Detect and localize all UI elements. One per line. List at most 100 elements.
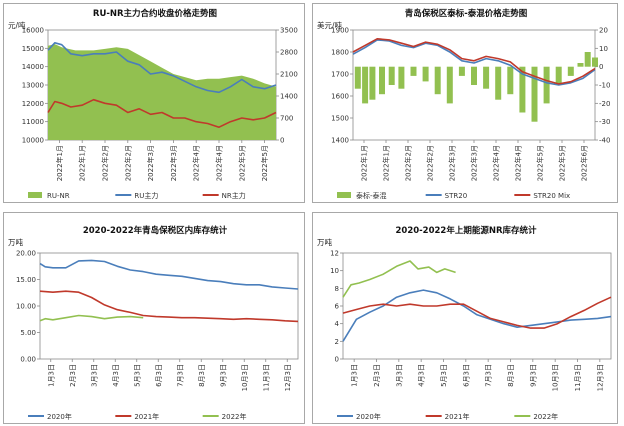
y-tick-label: 8 xyxy=(335,285,339,293)
y-tick-label: 5.00 xyxy=(20,329,36,337)
y-tick-label: 12 xyxy=(330,250,339,258)
x-tick-label: 7月3日 xyxy=(485,364,493,387)
y2-tick-label: 20 xyxy=(599,27,608,35)
y-tick-label: 1700 xyxy=(331,71,349,79)
series-bar-0-19 xyxy=(567,66,574,76)
x-tick-label: 6月3日 xyxy=(155,364,163,387)
x-tick-label: 2022年4月 xyxy=(215,145,224,181)
series-line-2 xyxy=(352,38,596,85)
x-tick-label: 3月3日 xyxy=(395,364,403,387)
y-axis-unit: 元/吨 xyxy=(8,20,26,30)
x-tick-label: 2022年4月 xyxy=(514,145,523,181)
y-axis-unit: 万吨 xyxy=(317,237,332,247)
legend-label-2: STR20 Mix xyxy=(533,192,570,200)
x-tick-label: 2022年2月 xyxy=(426,145,435,181)
y-tick-label: 20.00 xyxy=(16,250,36,258)
plot-frame xyxy=(39,252,299,360)
series-line-1 xyxy=(352,39,596,86)
y2-tick-label: 10 xyxy=(599,45,608,53)
y-tick-label: 0.00 xyxy=(20,356,36,364)
x-tick-label: 2022年5月 xyxy=(237,145,246,181)
y-tick-label: 1600 xyxy=(331,93,349,101)
x-tick-label: 2022年1月 xyxy=(78,145,87,181)
legend-label-0: 2020年 xyxy=(356,412,381,421)
series-line-1 xyxy=(39,290,299,323)
series-bar-0-11 xyxy=(471,66,477,85)
series-line-0 xyxy=(39,259,299,290)
legend-label-0: 泰标-泰混 xyxy=(356,191,387,200)
chart-title: 2020-2022年青岛保税区内库存统计 xyxy=(83,225,228,236)
x-tick-label: 2022年5月 xyxy=(260,145,269,181)
y-tick-label: 12000 xyxy=(22,100,44,108)
chart-title: 2020-2022年上期能源NR库存统计 xyxy=(395,225,537,236)
series-bar-0-1 xyxy=(362,66,369,104)
y-tick-label: 10.00 xyxy=(16,303,36,311)
legend-label-0: RU-NR xyxy=(47,192,70,200)
series-bar-0-16 xyxy=(531,66,538,122)
series-bar-0-3 xyxy=(379,66,385,95)
x-tick-label: 10月3日 xyxy=(241,364,249,391)
x-tick-label: 6月3日 xyxy=(462,364,470,387)
legend-label-1: RU主力 xyxy=(134,191,158,200)
x-tick-label: 2022年5月 xyxy=(536,145,545,181)
chart-title: 青岛保税区泰标-泰混价格走势图 xyxy=(405,8,528,19)
series-bar-0-6 xyxy=(410,66,417,76)
x-tick-label: 12月3日 xyxy=(284,364,292,391)
series-line-2 xyxy=(39,314,144,322)
series-line-0 xyxy=(342,289,612,342)
series-line-2 xyxy=(47,98,277,128)
series-bar-0-2 xyxy=(369,66,376,100)
series-bar-0-18 xyxy=(555,66,562,85)
series-bar-0-10 xyxy=(458,66,465,76)
ru-nr-price-chart-svg: RU-NR主力合约收盘价格走势图元/吨160001500014000130001… xyxy=(8,8,298,200)
x-tick-label: 2022年3月 xyxy=(146,145,155,181)
ine-nr-inventory-chart: 2020-2022年上期能源NR库存统计 万吨 12 10 8 6 4 2 0 1月3日 2月3日 3… xyxy=(312,212,618,424)
x-tick-label: 2022年2月 xyxy=(404,145,413,181)
series-line-2 xyxy=(342,260,456,298)
y2-tick-label: 3500 xyxy=(280,27,298,35)
x-tick-label: 4月3日 xyxy=(418,364,426,387)
y-tick-label: 15.00 xyxy=(16,276,36,284)
series-line-1 xyxy=(342,296,612,329)
qingdao-inventory-chart: 2020-2022年青岛保税区内库存统计 万吨 20.00 15.00 10.00 5.0… xyxy=(3,212,305,424)
series-bar-0-8 xyxy=(434,66,441,95)
series-bar-0-0 xyxy=(354,66,361,89)
x-tick-label: 2月3日 xyxy=(69,364,77,387)
series-bar-0-9 xyxy=(446,66,453,104)
x-tick-label: 2022年1月 xyxy=(55,145,64,181)
y2-tick-label: 0 xyxy=(599,63,603,71)
y-tick-label: 15000 xyxy=(22,45,44,53)
x-tick-label: 1月3日 xyxy=(351,364,359,387)
legend-label-2: NR主力 xyxy=(222,191,246,200)
x-tick-label: 2022年4月 xyxy=(192,145,201,181)
y-tick-label: 1900 xyxy=(331,27,349,35)
legend-label-0: 2020年 xyxy=(47,412,72,421)
y-tick-label: 13000 xyxy=(22,82,44,90)
legend-label-1: 2021年 xyxy=(445,412,470,421)
x-tick-label: 2月3日 xyxy=(373,364,381,387)
series-area-0 xyxy=(48,44,276,140)
y-tick-label: 2 xyxy=(335,338,339,346)
series-bar-0-22 xyxy=(592,57,598,67)
chart-title: RU-NR主力合约收盘价格走势图 xyxy=(93,8,217,19)
x-tick-label: 11月3日 xyxy=(574,364,582,391)
y-tick-label: 1400 xyxy=(331,137,349,145)
x-tick-label: 2022年2月 xyxy=(123,145,132,181)
y2-tick-label: 2800 xyxy=(280,49,298,57)
x-tick-label: 5月3日 xyxy=(133,364,141,387)
x-tick-label: 2022年4月 xyxy=(492,145,501,181)
x-tick-label: 2022年3月 xyxy=(169,145,178,181)
x-tick-label: 2022年2月 xyxy=(101,145,110,181)
legend-swatch-0 xyxy=(337,192,351,198)
legend-swatch-0 xyxy=(28,192,42,198)
x-tick-label: 5月3日 xyxy=(440,364,448,387)
series-bar-0-12 xyxy=(483,66,490,89)
y-tick-label: 1500 xyxy=(331,115,349,123)
series-bar-0-13 xyxy=(495,66,502,100)
series-bar-0-4 xyxy=(388,66,395,85)
x-tick-label: 9月3日 xyxy=(529,364,537,387)
x-tick-label: 8月3日 xyxy=(507,364,515,387)
y-tick-label: 6 xyxy=(335,303,340,311)
